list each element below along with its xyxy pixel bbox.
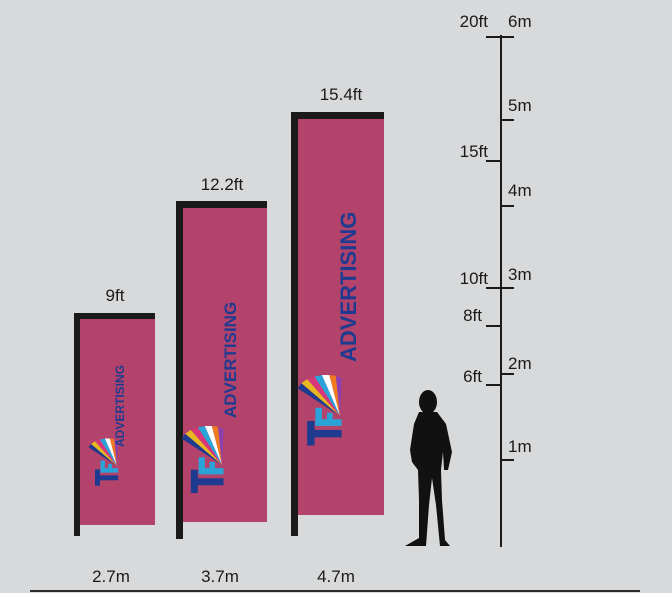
scale-m-label: 4m (508, 181, 532, 200)
flag-width-label: 3.7m (201, 567, 239, 586)
scale-ft-label: 8ft (463, 306, 482, 325)
flag-height-label: 12.2ft (201, 175, 244, 194)
flag-9ft: ADVERTISING 9ft 2.7m (74, 286, 155, 586)
scale-ft-label: 6ft (463, 367, 482, 386)
flag-height-label: 15.4ft (320, 85, 363, 104)
scale-m-label: 2m (508, 354, 532, 373)
scale-m-label: 6m (508, 12, 532, 31)
flag-width-label: 4.7m (317, 567, 355, 586)
flag-brand-text: ADVERTISING (221, 302, 240, 418)
person-silhouette-icon (405, 390, 452, 546)
scale-ft-label: 15ft (460, 142, 489, 161)
flag-brand-text: ADVERTISING (113, 365, 127, 447)
flag-pole (176, 201, 183, 539)
flag-crossbar (80, 313, 155, 319)
flag-crossbar (183, 201, 267, 208)
flag-brand-text: ADVERTISING (336, 212, 361, 362)
scale-ft-label: 10ft (460, 269, 489, 288)
scale-m-label: 5m (508, 96, 532, 115)
flag-fabric (183, 208, 267, 522)
flag-12-2ft: ADVERTISING 12.2ft 3.7m (176, 175, 267, 586)
scale-ft-label: 20ft (460, 12, 489, 31)
flag-fabric (80, 319, 155, 525)
flag-fabric (298, 119, 384, 515)
flag-crossbar (298, 112, 384, 119)
scale-m-label: 3m (508, 265, 532, 284)
flag-pole (74, 313, 80, 536)
flag-height-label: 9ft (106, 286, 125, 305)
scale-m-label: 1m (508, 437, 532, 456)
flag-15-4ft: ADVERTISING 15.4ft 4.7m (291, 85, 384, 586)
flag-pole (291, 112, 298, 536)
height-scale: 20ft 15ft 10ft 8ft 6ft 6m 5m 4m 3m 2m 1m (460, 12, 532, 547)
flag-width-label: 2.7m (92, 567, 130, 586)
